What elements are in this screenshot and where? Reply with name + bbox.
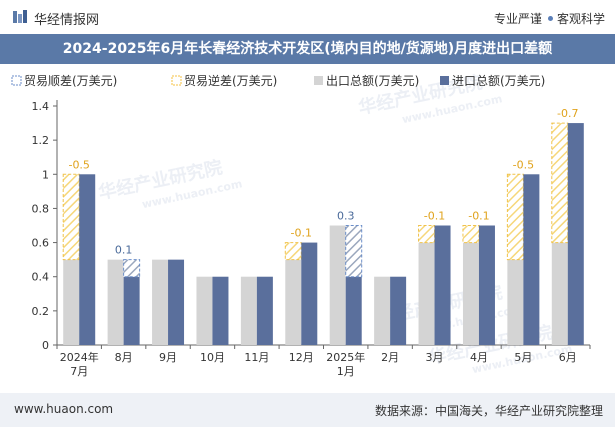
export-bar [329,225,346,345]
data-source: 数据来源：中国海关，华经产业研究院整理 [374,404,603,418]
legend-item: 出口总额(万美元) [314,74,419,88]
y-tick-label: 1.4 [32,100,50,113]
deficit-bar [506,173,524,261]
y-tick-label: 0.2 [32,305,50,318]
x-tick-label: 3月 [426,351,444,364]
data-label: 0.3 [337,210,355,223]
import-bar [390,276,407,345]
x-tick-label: 8月 [115,351,133,364]
logo-icon [13,10,27,23]
x-tick-label: 6月 [559,351,577,364]
legend-item: 贸易顺差(万美元) [11,74,117,88]
data-label: -0.1 [291,227,312,240]
export-bar [551,242,568,345]
data-label: -0.5 [68,158,89,171]
import-bar [256,276,273,345]
y-tick-label: 1 [42,168,49,181]
export-bar [152,259,169,345]
legend-swatch [11,75,22,86]
dot-icon [547,16,553,21]
deficit-bar [284,242,302,261]
tagline-left: 专业严谨 [493,12,542,26]
export-bar [285,259,302,345]
export-bar [240,276,257,345]
y-tick-label: 0.4 [32,271,50,284]
x-tick-label: 12月 [289,351,314,364]
footer: www.huaon.com 数据来源：中国海关，华经产业研究院整理 [0,393,615,427]
legend-label: 贸易逆差(万美元) [184,73,277,88]
data-label: -0.1 [468,210,489,223]
header: 华经情报网 专业严谨 客观科学 [0,0,615,34]
tagline: 专业严谨 客观科学 [494,10,605,27]
deficit-bar [551,122,569,244]
chart: 华经产业研究院www.huaon.com华经产业研究院www.huaon.com… [11,71,591,378]
x-tick-label: 9月 [159,351,177,364]
x-tick-label: 11月 [244,351,269,364]
x-tick-label: 2025年 [326,350,365,364]
x-tick-label: 4月 [470,351,488,364]
legend-item: 贸易逆差(万美元) [171,73,277,88]
deficit-bar [418,225,436,244]
surplus-bar [345,225,363,278]
export-bar [196,276,213,345]
data-label: -0.1 [424,210,445,223]
import-bar [345,276,362,345]
legend-item: 进口总额(万美元) [440,74,545,88]
export-bar [507,259,524,345]
legend-label: 进口总额(万美元) [452,74,545,88]
import-bar [123,276,140,345]
x-tick-label: 2月 [381,351,399,364]
export-bar [107,259,124,345]
x-tick-label: 7月 [70,365,88,378]
deficit-bar [462,225,480,244]
export-bar [418,242,435,345]
import-bar [567,123,584,345]
legend-label: 贸易顺差(万美元) [24,74,117,88]
data-label: -0.5 [513,158,534,171]
y-tick-label: 0.6 [32,237,50,250]
import-bar [523,174,540,345]
x-tick-label: 1月 [337,365,355,378]
import-bar [79,174,96,345]
import-bar [168,259,185,345]
export-bar [374,276,391,345]
x-tick-label: 2024年 [60,350,99,364]
import-bar [478,225,495,345]
legend-swatch [314,76,323,85]
data-label: -0.7 [557,107,578,120]
import-bar [434,225,451,345]
legend-swatch [440,76,449,85]
chart-title: 2024-2025年6月年长春经济技术开发区(境内目的地/货源地)月度进出口差额 [0,34,615,64]
y-tick-label: 0.8 [32,202,50,215]
deficit-bar [62,173,80,261]
import-bar [212,276,229,345]
import-bar [301,242,318,345]
y-tick-label: 0 [42,339,49,352]
tagline-right: 客观科学 [556,12,605,26]
export-bar [462,242,479,345]
footer-url[interactable]: www.huaon.com [14,402,114,416]
x-tick-label: 5月 [514,351,532,364]
y-tick-label: 1.2 [32,134,50,147]
legend-label: 出口总额(万美元) [326,74,419,88]
surplus-bar [123,259,141,278]
legend-swatch [171,75,182,86]
brand-name: 华经情报网 [34,13,100,28]
export-bar [63,259,80,345]
data-label: 0.1 [115,244,133,257]
x-tick-label: 10月 [200,351,225,364]
